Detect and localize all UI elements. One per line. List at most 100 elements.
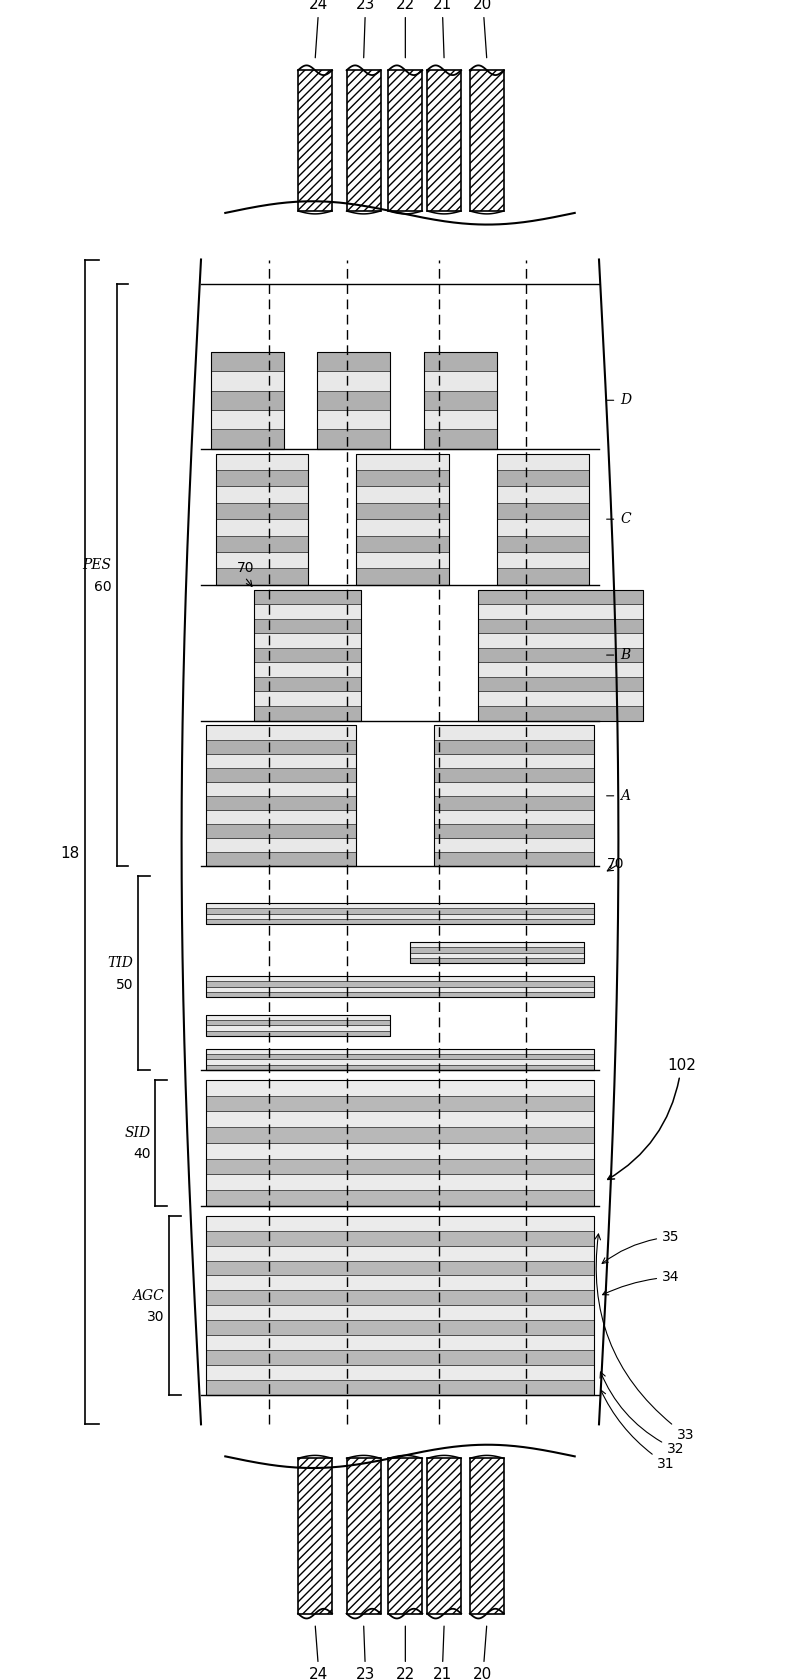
Text: AGC: AGC — [132, 1289, 164, 1302]
Bar — [497, 502, 590, 519]
Bar — [206, 1275, 594, 1290]
Bar — [356, 470, 449, 487]
Bar — [478, 648, 642, 662]
Bar — [206, 1351, 594, 1366]
Bar — [215, 519, 308, 536]
Bar — [478, 633, 642, 648]
Bar — [410, 953, 585, 958]
Bar — [424, 351, 497, 449]
Bar — [434, 852, 594, 867]
Bar — [215, 454, 308, 585]
Bar — [478, 590, 642, 605]
Bar — [434, 796, 594, 810]
Text: 35: 35 — [602, 1230, 679, 1263]
Bar — [254, 648, 361, 662]
Bar — [206, 1053, 594, 1060]
Bar — [434, 726, 594, 867]
Bar — [210, 371, 283, 390]
Bar — [215, 454, 308, 470]
Text: 21: 21 — [433, 0, 452, 57]
Bar — [215, 553, 308, 568]
Bar — [206, 1020, 390, 1025]
Text: 21: 21 — [433, 1626, 452, 1680]
Bar — [206, 1127, 594, 1142]
Bar — [497, 536, 590, 553]
Bar — [298, 1458, 332, 1613]
Bar — [206, 1065, 594, 1070]
Text: 24: 24 — [310, 0, 329, 57]
Bar — [206, 852, 356, 867]
Bar — [206, 1381, 594, 1394]
Bar — [410, 942, 585, 963]
Bar — [206, 976, 594, 998]
Bar — [356, 519, 449, 536]
Bar — [434, 726, 594, 739]
Bar — [356, 568, 449, 585]
Bar — [206, 914, 594, 919]
Bar — [206, 768, 356, 781]
Bar — [206, 781, 356, 796]
Bar — [206, 904, 594, 924]
Text: 40: 40 — [133, 1147, 150, 1161]
Bar — [356, 454, 449, 470]
Bar — [356, 502, 449, 519]
Bar — [206, 1320, 594, 1336]
Bar — [206, 919, 594, 924]
Bar — [206, 1015, 390, 1037]
Text: SID: SID — [125, 1126, 150, 1141]
Bar — [206, 1025, 390, 1032]
Bar — [206, 1231, 594, 1245]
Bar — [206, 1305, 594, 1320]
Bar — [206, 1216, 594, 1394]
Bar — [410, 942, 585, 948]
Bar — [254, 590, 361, 605]
Bar — [434, 823, 594, 838]
Bar — [434, 739, 594, 754]
Bar — [356, 487, 449, 502]
Bar — [206, 754, 356, 768]
Bar — [318, 430, 390, 449]
Bar — [410, 958, 585, 963]
Text: 24: 24 — [310, 1626, 329, 1680]
Bar — [215, 536, 308, 553]
Text: 33: 33 — [595, 1235, 694, 1441]
Text: 18: 18 — [61, 847, 80, 862]
Bar — [434, 768, 594, 781]
Bar — [470, 71, 504, 212]
Bar — [206, 1032, 390, 1037]
Bar — [427, 71, 461, 212]
Bar — [254, 605, 361, 618]
Text: 50: 50 — [115, 978, 133, 991]
Bar — [478, 662, 642, 677]
Bar — [497, 454, 590, 585]
Bar — [206, 986, 594, 991]
Bar — [318, 371, 390, 390]
Bar — [478, 590, 642, 721]
Text: 60: 60 — [94, 580, 112, 593]
Bar — [206, 976, 594, 981]
Bar — [318, 351, 390, 449]
Bar — [206, 796, 356, 810]
Bar — [210, 351, 283, 449]
Bar — [206, 838, 356, 852]
Bar — [254, 633, 361, 648]
Bar — [497, 568, 590, 585]
Bar — [424, 351, 497, 371]
Text: 22: 22 — [396, 1626, 415, 1680]
Text: D: D — [620, 393, 631, 407]
Bar — [206, 1174, 594, 1189]
Bar — [478, 618, 642, 633]
Bar — [427, 1458, 461, 1613]
Text: 20: 20 — [474, 0, 493, 57]
Bar — [206, 1048, 594, 1070]
Bar — [206, 904, 594, 909]
Text: 31: 31 — [601, 1389, 675, 1472]
Bar — [424, 430, 497, 449]
Bar — [497, 487, 590, 502]
Bar — [318, 351, 390, 371]
Bar — [206, 1060, 594, 1065]
Text: 34: 34 — [602, 1270, 679, 1295]
Bar — [254, 677, 361, 692]
Bar — [434, 838, 594, 852]
Text: 20: 20 — [474, 1626, 493, 1680]
